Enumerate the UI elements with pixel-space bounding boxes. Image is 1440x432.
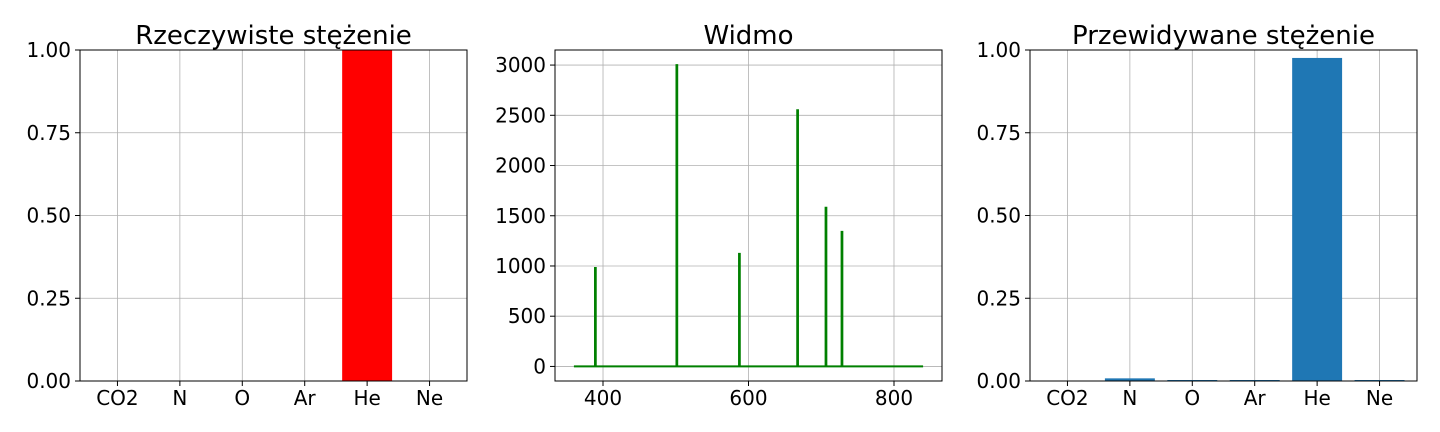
x-tick-label: CO2: [96, 386, 138, 410]
y-tick-label: 1000: [495, 254, 546, 278]
chart-title: Przewidywane stężenie: [1072, 21, 1375, 51]
x-tick-label: O: [234, 386, 250, 410]
x-tick-label: N: [172, 386, 187, 410]
plot-frame: [554, 49, 943, 382]
y-tick-label: 0.75: [26, 121, 71, 145]
y-tick-label: 500: [508, 304, 546, 328]
data-marks: [1104, 57, 1405, 381]
spectrum-chart: Widmo 400 600 800 0 500 1000 1500 2000 2500 3000: [495, 21, 943, 410]
y-tick-label: 3000: [495, 53, 546, 77]
y-tick-label: 2000: [495, 154, 546, 178]
y-tick-label: 0.25: [26, 286, 71, 310]
y-tick-label: 2500: [495, 103, 546, 127]
spectrum-line: [573, 64, 924, 368]
y-tick-label: 1.00: [976, 38, 1021, 62]
y-tick-label: 0.50: [26, 204, 71, 228]
real-concentration-chart: Rzeczywiste stężenie CO2 N O Ar He Ne 0.00 0.25…: [26, 21, 468, 410]
x-tick-label: 800: [875, 386, 913, 410]
chart-title: Widmo: [703, 21, 793, 51]
data-marks: [342, 50, 393, 381]
y-tick-label: 0.50: [976, 204, 1021, 228]
x-tick-label: O: [1184, 386, 1200, 410]
x-tick-label: 600: [729, 386, 767, 410]
y-tick-label: 0.25: [976, 286, 1021, 310]
x-tick-label: Ne: [416, 386, 443, 410]
x-tick-label: CO2: [1046, 386, 1088, 410]
x-tick-label: Ar: [1244, 386, 1267, 410]
y-tick-label: 0.75: [976, 121, 1021, 145]
x-tick-label: Ne: [1366, 386, 1393, 410]
predicted-concentration-chart: Przewidywane stężenie CO2 N O Ar He Ne 0.00 0.2…: [976, 21, 1418, 410]
plot-frame: [79, 49, 468, 382]
grid-lines: [555, 50, 942, 381]
plot-frame: [1029, 49, 1418, 382]
y-tick-label: 0.00: [976, 369, 1021, 393]
x-tick-label: He: [353, 386, 380, 410]
bar: [342, 50, 393, 381]
grid-lines: [1030, 49, 1417, 382]
data-marks: [573, 64, 924, 368]
axes: CO2 N O Ar He Ne 0.00 0.25 0.50 0.75 1.00: [26, 38, 468, 410]
x-tick-label: 400: [584, 386, 622, 410]
y-tick-label: 1.00: [26, 38, 71, 62]
y-tick-label: 0: [533, 354, 546, 378]
y-tick-label: 0.00: [26, 369, 71, 393]
chart-title: Rzeczywiste stężenie: [135, 21, 412, 51]
bar: [1104, 378, 1155, 381]
x-tick-label: N: [1122, 386, 1137, 410]
axes: 400 600 800 0 500 1000 1500 2000 2500 3000: [495, 49, 943, 410]
y-tick-label: 1500: [495, 204, 546, 228]
x-tick-label: Ar: [294, 386, 317, 410]
grid-lines: [80, 49, 467, 382]
bar: [1292, 57, 1343, 381]
x-tick-label: He: [1303, 386, 1330, 410]
axes: CO2 N O Ar He Ne 0.00 0.25 0.50 0.75 1.00: [976, 38, 1418, 410]
